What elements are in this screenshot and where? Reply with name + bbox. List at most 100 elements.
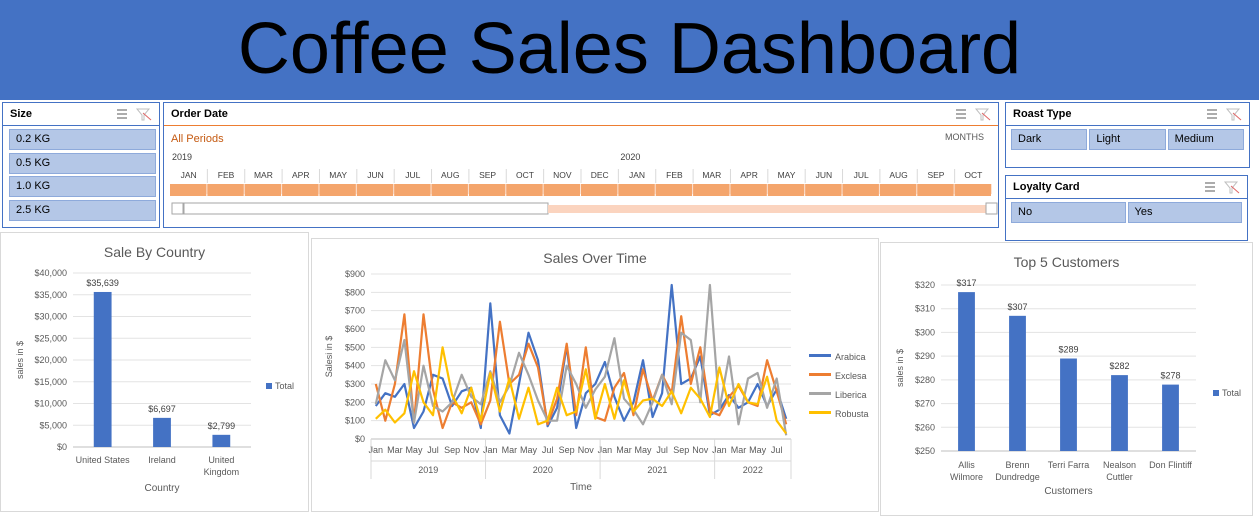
bar[interactable] [1111, 375, 1128, 451]
y-tick-label: $260 [915, 422, 935, 432]
slicer-item[interactable]: 0.5 KG [9, 152, 156, 174]
x-tick-label: Mar [616, 445, 632, 455]
clear-filter[interactable] [1223, 181, 1240, 194]
bar[interactable] [958, 292, 975, 451]
timeline-period-bar[interactable] [767, 184, 805, 196]
timeline-year: 2020 [620, 152, 640, 162]
timeline-period-bar[interactable] [730, 184, 767, 196]
clear-filter[interactable] [135, 108, 152, 121]
y-tick-label: $310 [915, 304, 935, 314]
x-tick-label: May [749, 445, 767, 455]
bar[interactable] [153, 417, 171, 447]
scroll-right[interactable] [985, 202, 998, 215]
legend-label: Total [1222, 388, 1241, 398]
legend-label: Arabica [835, 352, 866, 362]
bar[interactable] [1060, 358, 1077, 451]
x-tick-label: Jul [542, 445, 554, 455]
timeline-month: SEP [479, 170, 496, 180]
timeline-unit[interactable]: MONTHS [945, 132, 984, 142]
timeline-period-bar[interactable] [655, 184, 693, 196]
timeline-period-bar[interactable] [319, 184, 356, 196]
bar[interactable] [93, 291, 112, 447]
bar[interactable] [1162, 384, 1179, 451]
timeline-period[interactable]: All Periods [171, 133, 224, 145]
slicer-title: Size [10, 108, 33, 120]
y-tick-label: $280 [915, 375, 935, 385]
timeline-period-bar[interactable] [581, 184, 618, 196]
timeline-month: NOV [553, 170, 572, 180]
clear-filter[interactable] [974, 108, 991, 121]
bar[interactable] [1009, 315, 1026, 451]
series-line[interactable] [374, 283, 788, 435]
slicer-item[interactable]: No [1011, 202, 1126, 223]
series-line[interactable] [374, 313, 788, 430]
timeline-period-bar[interactable] [282, 184, 319, 196]
x-tick-label: Mar [731, 445, 747, 455]
x-tick-label: Sep [673, 445, 689, 455]
y-tick-label: $10,000 [34, 399, 67, 409]
timeline-period-bar[interactable] [506, 184, 543, 196]
timeline-period-bar[interactable] [207, 184, 244, 196]
y-axis-label: sales in $ [895, 349, 905, 387]
timeline-month: SEP [927, 170, 944, 180]
x-tick-label: May [635, 445, 653, 455]
x-tick-label: United States [76, 455, 131, 465]
y-tick-label: $600 [345, 324, 365, 334]
header: Coffee Sales Dashboard [0, 0, 1259, 100]
timeline-period-bar[interactable] [431, 184, 468, 196]
y-tick-label: $0 [355, 434, 365, 444]
multi-select[interactable] [1205, 182, 1215, 192]
divider [3, 125, 159, 126]
slicer-item[interactable]: Yes [1127, 202, 1242, 223]
timeline-period-bar[interactable] [842, 184, 879, 196]
x-tick-label: Brenn Dundredge [995, 460, 1040, 482]
scroll-left[interactable] [171, 202, 184, 215]
timeline-period-bar[interactable] [394, 184, 431, 196]
slicer-item[interactable]: Dark [1011, 129, 1088, 150]
data-label: $278 [1160, 371, 1180, 381]
timeline-month: APR [292, 170, 309, 180]
timeline-month: OCT [964, 170, 982, 180]
timeline-period-bar[interactable] [356, 184, 394, 196]
series-line[interactable] [374, 283, 788, 436]
slicer-icons [956, 108, 991, 121]
legend-swatch [1213, 390, 1219, 396]
timeline-month: JUN [367, 170, 384, 180]
slicer-item[interactable]: 2.5 KG [9, 199, 156, 221]
y-tick-label: $900 [345, 269, 365, 279]
x-tick-label: Jan [369, 445, 384, 455]
timeline-period-bar[interactable] [879, 184, 917, 196]
timeline-month: JAN [181, 170, 197, 180]
y-tick-label: $200 [345, 397, 365, 407]
x-axis-label: Time [570, 482, 592, 493]
slicer-item[interactable]: 0.2 KG [9, 129, 156, 150]
timeline-period-bar[interactable] [693, 184, 730, 196]
divider [1006, 198, 1247, 199]
timeline-period-bar[interactable] [917, 184, 954, 196]
clear-filter[interactable] [1225, 108, 1242, 121]
y-tick-label: $320 [915, 280, 935, 290]
x-tick-label: Mar [387, 445, 403, 455]
bar[interactable] [212, 434, 231, 447]
multi-select[interactable] [1207, 109, 1217, 119]
timeline-period-bar[interactable] [468, 184, 506, 196]
timeline-month: MAY [329, 170, 347, 180]
multi-select[interactable] [956, 109, 966, 119]
timeline-period-bar[interactable] [805, 184, 842, 196]
timeline-period-bar[interactable] [618, 184, 655, 196]
y-tick-label: $500 [345, 342, 365, 352]
data-label: $35,639 [86, 278, 119, 288]
x-tick-label: Nov [463, 445, 480, 455]
multi-select[interactable] [117, 109, 127, 119]
timeline-period-bar[interactable] [244, 184, 282, 196]
timeline-period-bar[interactable] [170, 184, 207, 196]
timeline-period-bar[interactable] [543, 184, 580, 196]
series-line[interactable] [375, 346, 788, 435]
slicer-item[interactable]: 1.0 KG [9, 176, 156, 197]
timeline-month: MAR [702, 170, 721, 180]
slicer-item[interactable]: Medium [1167, 129, 1244, 150]
scroll-thumb[interactable] [183, 202, 549, 215]
timeline-period-bar[interactable] [954, 184, 991, 196]
slicer-item[interactable]: Light [1089, 129, 1166, 150]
timeline-title: Order Date [171, 108, 228, 120]
